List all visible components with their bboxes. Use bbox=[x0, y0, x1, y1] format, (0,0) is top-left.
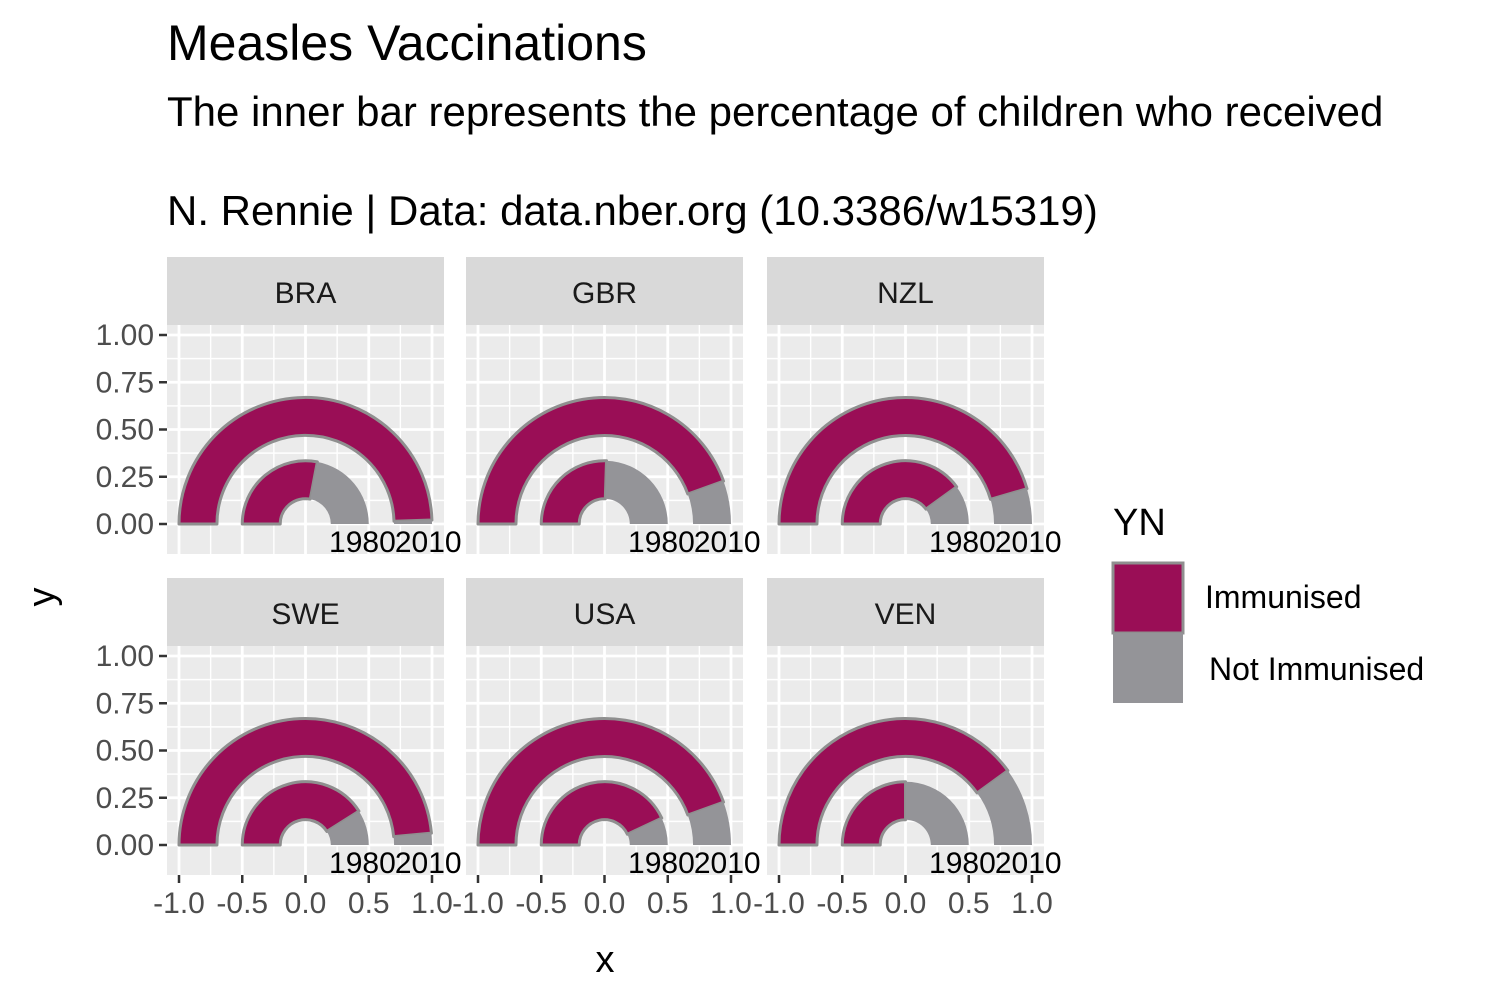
ring-label-1980: 1980 bbox=[329, 847, 396, 880]
x-tick-label: 1.0 bbox=[1011, 887, 1053, 920]
bar-not-immunised-1980 bbox=[905, 781, 969, 845]
x-tick-label: 1.0 bbox=[411, 887, 453, 920]
ring-label-2010: 2010 bbox=[995, 526, 1062, 559]
x-tick-label: -0.5 bbox=[216, 887, 268, 920]
facet-strip-label: BRA bbox=[275, 277, 337, 310]
x-tick-label: 1.0 bbox=[710, 887, 752, 920]
ring-label-2010: 2010 bbox=[395, 847, 462, 880]
bar-immunised-2010 bbox=[476, 717, 726, 847]
y-tick-label: 1.00 bbox=[96, 319, 154, 352]
bar-not-immunised-2010 bbox=[393, 833, 432, 845]
facet-strip-label: GBR bbox=[572, 277, 637, 310]
x-tick-label: -1.0 bbox=[153, 887, 205, 920]
y-tick-label: 1.00 bbox=[96, 640, 154, 673]
facet-strip bbox=[466, 257, 743, 325]
legend-label-immunised: Immunised bbox=[1205, 579, 1362, 615]
y-tick-label: 0.25 bbox=[96, 782, 154, 815]
bar-immunised-2010 bbox=[177, 717, 433, 847]
facet-gbr: GBR 1980 2010 bbox=[466, 257, 761, 559]
bar-not-immunised-1980 bbox=[627, 818, 668, 845]
y-tick-label: 0.00 bbox=[96, 508, 154, 541]
bar-immunised-2010 bbox=[177, 395, 434, 526]
facet-strip bbox=[767, 257, 1044, 325]
bar-immunised-1980 bbox=[539, 780, 664, 847]
facet-strip bbox=[466, 578, 743, 646]
facet-strip-label: VEN bbox=[875, 598, 937, 631]
bar-not-immunised-2010 bbox=[687, 481, 731, 524]
x-tick-label: -1.0 bbox=[753, 887, 805, 920]
x-tick-label: -0.5 bbox=[515, 887, 567, 920]
ring-label-1980: 1980 bbox=[628, 526, 695, 559]
facet-swe: SWE 1980 2010 bbox=[167, 578, 462, 880]
facet-bra: BRA 1980 2010 bbox=[167, 257, 462, 559]
legend-key-not-immunised bbox=[1113, 633, 1183, 703]
axes: 0.000.250.500.751.000.000.250.500.751.00… bbox=[96, 319, 1053, 920]
bar-immunised-1980 bbox=[840, 459, 959, 526]
x-tick-label: 0.0 bbox=[285, 887, 327, 920]
chart-caption: N. Rennie | Data: data.nber.org (10.3386… bbox=[167, 187, 1098, 234]
bar-not-immunised-1980 bbox=[326, 811, 369, 845]
bar-not-immunised-2010 bbox=[990, 488, 1032, 524]
legend-title: YN bbox=[1113, 502, 1166, 544]
facet-strip-label: USA bbox=[574, 598, 636, 631]
y-tick-label: 0.50 bbox=[96, 414, 154, 447]
y-tick-label: 0.50 bbox=[96, 735, 154, 768]
y-axis-title: y bbox=[21, 588, 63, 607]
bar-not-immunised-1980 bbox=[605, 460, 668, 524]
ring-label-1980: 1980 bbox=[628, 847, 695, 880]
legend-label-not-immunised: Not Immunised bbox=[1209, 651, 1424, 687]
x-axis-title: x bbox=[596, 939, 615, 981]
y-tick-label: 0.25 bbox=[96, 461, 154, 494]
x-tick-label: 0.0 bbox=[584, 887, 626, 920]
facet-strip bbox=[767, 578, 1044, 646]
bar-immunised-1980 bbox=[240, 780, 361, 847]
bar-not-immunised-2010 bbox=[687, 802, 731, 845]
bar-not-immunised-1980 bbox=[310, 461, 369, 524]
bar-immunised-2010 bbox=[476, 396, 726, 526]
chart-subtitle: The inner bar represents the percentage … bbox=[167, 88, 1383, 135]
y-tick-label: 0.75 bbox=[96, 687, 154, 720]
x-tick-label: -1.0 bbox=[452, 887, 504, 920]
bar-immunised-1980 bbox=[539, 459, 608, 526]
facet-nzl: NZL 1980 2010 bbox=[767, 257, 1062, 559]
ring-label-2010: 2010 bbox=[694, 847, 761, 880]
ring-label-1980: 1980 bbox=[929, 847, 996, 880]
ring-label-2010: 2010 bbox=[694, 526, 761, 559]
x-tick-label: 0.5 bbox=[348, 887, 390, 920]
bar-not-immunised-2010 bbox=[394, 520, 432, 524]
x-tick-label: 0.0 bbox=[885, 887, 927, 920]
facet-strip bbox=[167, 257, 444, 325]
x-tick-label: 0.5 bbox=[647, 887, 689, 920]
facet-usa: USA 1980 2010 bbox=[466, 578, 761, 880]
facet-strip-label: SWE bbox=[271, 598, 339, 631]
facet-strip bbox=[167, 578, 444, 646]
bar-immunised-2010 bbox=[777, 396, 1029, 526]
legend: YN Immunised Not Immunised bbox=[1111, 502, 1424, 703]
facet-strip-label: NZL bbox=[877, 277, 934, 310]
y-tick-label: 0.00 bbox=[96, 829, 154, 862]
y-tick-label: 0.75 bbox=[96, 366, 154, 399]
bar-not-immunised-1980 bbox=[925, 486, 969, 524]
legend-key-immunised bbox=[1111, 561, 1185, 635]
ring-label-1980: 1980 bbox=[929, 526, 996, 559]
x-tick-label: -0.5 bbox=[816, 887, 868, 920]
ring-label-2010: 2010 bbox=[395, 526, 462, 559]
bar-immunised-2010 bbox=[777, 717, 1010, 847]
bar-not-immunised-2010 bbox=[977, 770, 1032, 845]
ring-label-2010: 2010 bbox=[995, 847, 1062, 880]
bar-immunised-1980 bbox=[240, 459, 319, 526]
chart-title: Measles Vaccinations bbox=[167, 15, 647, 71]
facet-ven: VEN 1980 2010 bbox=[767, 578, 1062, 880]
bar-immunised-1980 bbox=[840, 780, 907, 847]
x-tick-label: 0.5 bbox=[948, 887, 990, 920]
ring-label-1980: 1980 bbox=[329, 526, 396, 559]
